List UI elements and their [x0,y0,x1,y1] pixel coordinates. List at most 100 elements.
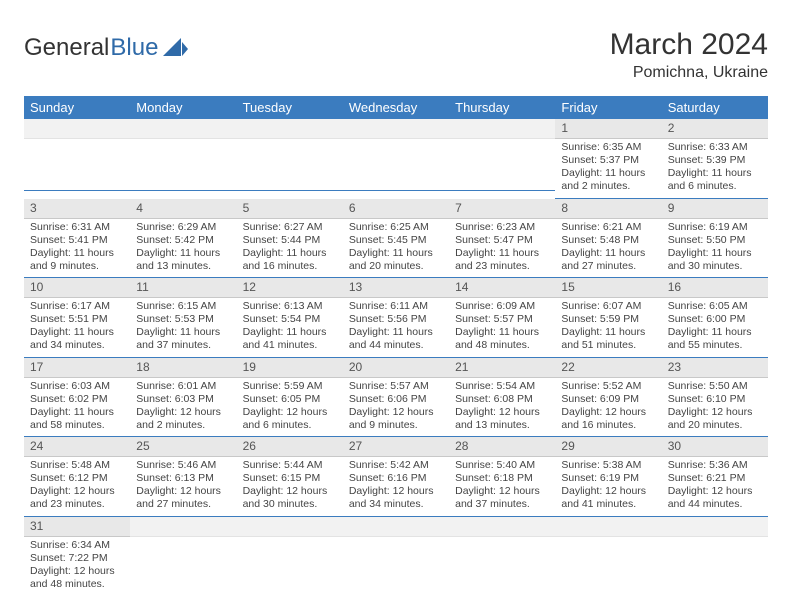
day-details: Sunrise: 5:54 AMSunset: 6:08 PMDaylight:… [449,378,555,438]
daylight-text: Daylight: 11 hours and 55 minutes. [668,326,762,352]
daylight-text: Daylight: 11 hours and 51 minutes. [561,326,655,352]
day-details [237,139,343,191]
sunrise-text: Sunrise: 6:01 AM [136,380,230,393]
sunrise-text: Sunrise: 5:59 AM [243,380,337,393]
daylight-text: Daylight: 12 hours and 41 minutes. [561,485,655,511]
day-number: 30 [662,437,768,456]
sunset-text: Sunset: 6:09 PM [561,393,655,406]
day-number: 7 [449,199,555,218]
sunrise-text: Sunrise: 6:35 AM [561,141,655,154]
sunrise-text: Sunrise: 5:36 AM [668,459,762,472]
daylight-text: Daylight: 12 hours and 16 minutes. [561,406,655,432]
day-details: Sunrise: 5:50 AMSunset: 6:10 PMDaylight:… [662,378,768,438]
sunrise-text: Sunrise: 6:17 AM [30,300,124,313]
calendar-cell [237,517,343,596]
sunset-text: Sunset: 5:42 PM [136,234,230,247]
sunrise-text: Sunrise: 6:33 AM [668,141,762,154]
sunset-text: Sunset: 5:45 PM [349,234,443,247]
day-number [24,119,130,138]
month-title: March 2024 [610,28,768,62]
sunrise-text: Sunrise: 5:44 AM [243,459,337,472]
weekday-header: Monday [130,96,236,119]
calendar-cell: 16Sunrise: 6:05 AMSunset: 6:00 PMDayligh… [662,278,768,358]
day-number: 26 [237,437,343,456]
calendar-cell: 25Sunrise: 5:46 AMSunset: 6:13 PMDayligh… [130,437,236,517]
calendar-cell [555,517,661,596]
sunset-text: Sunset: 6:19 PM [561,472,655,485]
day-number: 29 [555,437,661,456]
title-block: March 2024 Pomichna, Ukraine [610,28,768,82]
sunset-text: Sunset: 6:10 PM [668,393,762,406]
calendar-cell: 13Sunrise: 6:11 AMSunset: 5:56 PMDayligh… [343,278,449,358]
sunrise-text: Sunrise: 6:19 AM [668,221,762,234]
sunset-text: Sunset: 5:44 PM [243,234,337,247]
day-number: 31 [24,517,130,536]
calendar-cell: 14Sunrise: 6:09 AMSunset: 5:57 PMDayligh… [449,278,555,358]
daylight-text: Daylight: 12 hours and 48 minutes. [30,565,124,591]
calendar-cell: 9Sunrise: 6:19 AMSunset: 5:50 PMDaylight… [662,199,768,279]
weekday-header: Saturday [662,96,768,119]
sunset-text: Sunset: 6:00 PM [668,313,762,326]
day-details: Sunrise: 6:03 AMSunset: 6:02 PMDaylight:… [24,378,130,438]
sunset-text: Sunset: 6:08 PM [455,393,549,406]
daylight-text: Daylight: 12 hours and 44 minutes. [668,485,762,511]
calendar-row: 31Sunrise: 6:34 AMSunset: 7:22 PMDayligh… [24,517,768,596]
calendar-cell: 22Sunrise: 5:52 AMSunset: 6:09 PMDayligh… [555,358,661,438]
day-details: Sunrise: 6:11 AMSunset: 5:56 PMDaylight:… [343,298,449,358]
daylight-text: Daylight: 11 hours and 16 minutes. [243,247,337,273]
daylight-text: Daylight: 11 hours and 58 minutes. [30,406,124,432]
calendar-cell: 12Sunrise: 6:13 AMSunset: 5:54 PMDayligh… [237,278,343,358]
daylight-text: Daylight: 12 hours and 20 minutes. [668,406,762,432]
sunset-text: Sunset: 5:50 PM [668,234,762,247]
calendar-cell: 26Sunrise: 5:44 AMSunset: 6:15 PMDayligh… [237,437,343,517]
day-number: 10 [24,278,130,297]
weekday-header: Sunday [24,96,130,119]
day-details [662,537,768,589]
daylight-text: Daylight: 12 hours and 2 minutes. [136,406,230,432]
sunrise-text: Sunrise: 6:15 AM [136,300,230,313]
sunrise-text: Sunrise: 6:23 AM [455,221,549,234]
daylight-text: Daylight: 11 hours and 30 minutes. [668,247,762,273]
day-details: Sunrise: 6:21 AMSunset: 5:48 PMDaylight:… [555,219,661,279]
sunset-text: Sunset: 5:56 PM [349,313,443,326]
day-number [237,119,343,138]
sunset-text: Sunset: 6:05 PM [243,393,337,406]
calendar-cell [130,517,236,596]
calendar-cell: 18Sunrise: 6:01 AMSunset: 6:03 PMDayligh… [130,358,236,438]
calendar-cell: 1Sunrise: 6:35 AMSunset: 5:37 PMDaylight… [555,119,661,199]
weekday-header: Friday [555,96,661,119]
sunrise-text: Sunrise: 6:21 AM [561,221,655,234]
sunrise-text: Sunrise: 6:09 AM [455,300,549,313]
day-details: Sunrise: 6:17 AMSunset: 5:51 PMDaylight:… [24,298,130,358]
daylight-text: Daylight: 11 hours and 2 minutes. [561,167,655,193]
weekday-header: Wednesday [343,96,449,119]
daylight-text: Daylight: 11 hours and 13 minutes. [136,247,230,273]
day-details: Sunrise: 5:44 AMSunset: 6:15 PMDaylight:… [237,457,343,517]
calendar-cell: 30Sunrise: 5:36 AMSunset: 6:21 PMDayligh… [662,437,768,517]
daylight-text: Daylight: 12 hours and 37 minutes. [455,485,549,511]
sunrise-text: Sunrise: 5:54 AM [455,380,549,393]
day-number: 4 [130,199,236,218]
day-details: Sunrise: 6:01 AMSunset: 6:03 PMDaylight:… [130,378,236,438]
calendar-cell [449,517,555,596]
day-number: 6 [343,199,449,218]
day-details: Sunrise: 6:09 AMSunset: 5:57 PMDaylight:… [449,298,555,358]
sunset-text: Sunset: 5:59 PM [561,313,655,326]
calendar-cell: 17Sunrise: 6:03 AMSunset: 6:02 PMDayligh… [24,358,130,438]
sunset-text: Sunset: 5:47 PM [455,234,549,247]
calendar-cell: 24Sunrise: 5:48 AMSunset: 6:12 PMDayligh… [24,437,130,517]
calendar-cell [343,119,449,199]
calendar-cell: 4Sunrise: 6:29 AMSunset: 5:42 PMDaylight… [130,199,236,279]
day-details: Sunrise: 5:46 AMSunset: 6:13 PMDaylight:… [130,457,236,517]
day-details: Sunrise: 6:33 AMSunset: 5:39 PMDaylight:… [662,139,768,199]
sunrise-text: Sunrise: 5:48 AM [30,459,124,472]
day-number [449,119,555,138]
sunrise-text: Sunrise: 6:25 AM [349,221,443,234]
daylight-text: Daylight: 11 hours and 9 minutes. [30,247,124,273]
day-number: 1 [555,119,661,138]
calendar-cell: 31Sunrise: 6:34 AMSunset: 7:22 PMDayligh… [24,517,130,596]
day-details: Sunrise: 6:15 AMSunset: 5:53 PMDaylight:… [130,298,236,358]
calendar-cell: 27Sunrise: 5:42 AMSunset: 6:16 PMDayligh… [343,437,449,517]
day-details: Sunrise: 6:34 AMSunset: 7:22 PMDaylight:… [24,537,130,596]
day-details: Sunrise: 6:35 AMSunset: 5:37 PMDaylight:… [555,139,661,199]
